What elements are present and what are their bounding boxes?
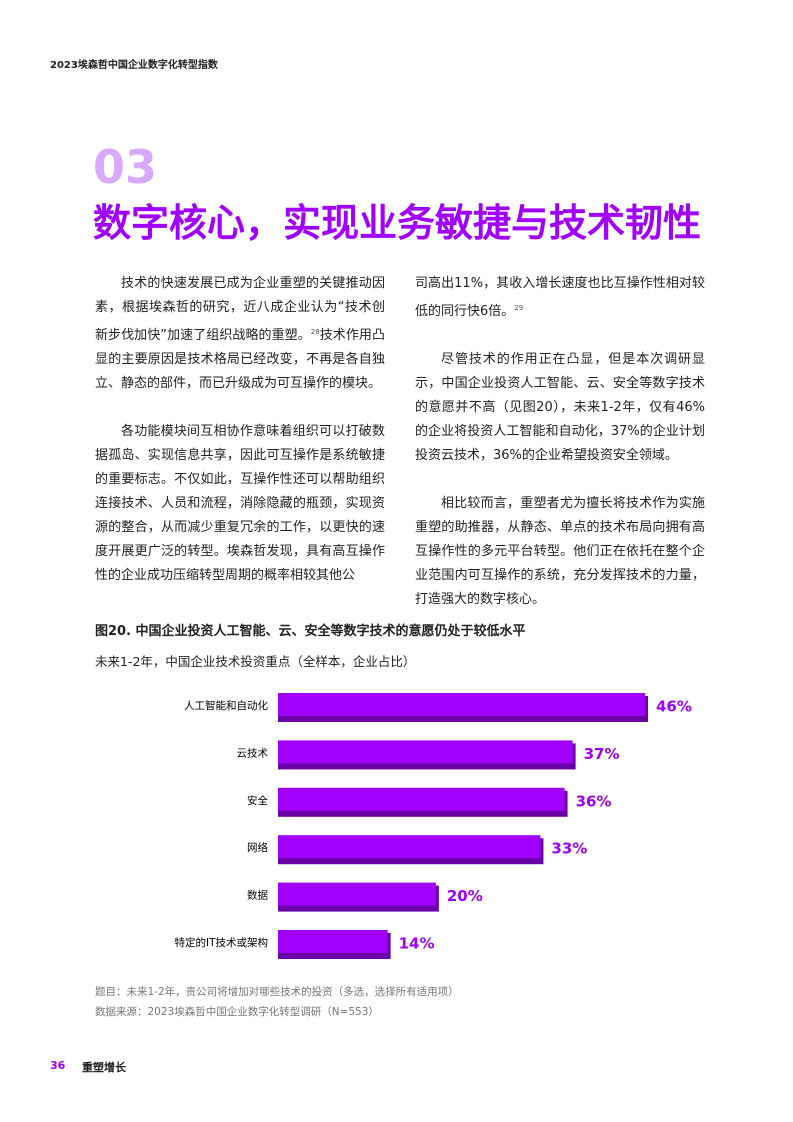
note: 题目：未来1-2年，贵公司将增加对哪些技术的投资（多选，选择所有适用项） bbox=[95, 986, 459, 998]
category-label: 云技术 bbox=[237, 746, 269, 759]
text: 技术作用凸显的主要原因是技术格局已经改变，不再是各自独立、静态的部件，而已升级成… bbox=[95, 328, 385, 391]
category-label: 人工智能和自动化 bbox=[184, 699, 268, 712]
text: 司高出11%，其收入增长速度也比互操作性相对较低的同行快6倍。 bbox=[415, 276, 705, 319]
header: 2023埃森哲中国企业数字化转型指数 bbox=[50, 60, 218, 71]
paragraph: 各功能模块间互相协作意味着组织可以打破数据孤岛、实现信息共享，因此可互操作是系统… bbox=[95, 420, 385, 588]
text: 技术的快速发展已成为企业重塑的关键推动因素，根据埃森哲的研究，近八成企业认为“技… bbox=[95, 276, 385, 343]
bar bbox=[278, 787, 565, 811]
category-label: 数据 bbox=[247, 889, 268, 902]
text: 各功能模块间互相协作意味着组织可以打破数据孤岛、实现信息共享，因此可互操作是系统… bbox=[95, 424, 385, 583]
bar bbox=[278, 740, 573, 764]
section-title: 数字核心，实现业务敏捷与技术韧性 bbox=[93, 201, 702, 245]
chart-subtitle: 未来1-2年，中国企业技术投资重点（全样本，企业占比） bbox=[95, 654, 416, 669]
bar bbox=[278, 693, 645, 716]
section-number: 03 bbox=[93, 140, 158, 194]
chart-notes: 题目：未来1-2年，贵公司将增加对哪些技术的投资（多选，选择所有适用项） 数据来源… bbox=[95, 982, 459, 1022]
category-label: 特定的IT技术或架构 bbox=[174, 936, 268, 949]
footnote-ref: 28 bbox=[310, 328, 320, 336]
value-label: 36% bbox=[576, 792, 612, 810]
chart: 人工智能和自动化 46% 云技术 37% 安全 36% 网络 33% 数据 20% 特定的IT技术或… bbox=[174, 693, 692, 959]
paragraph: 技术的快速发展已成为企业重塑的关键推动因素，根据埃森哲的研究，近八成企业认为“技… bbox=[95, 272, 385, 396]
paragraph: 司高出11%，其收入增长速度也比互操作性相对较低的同行快6倍。29 bbox=[415, 272, 705, 324]
value-label: 20% bbox=[447, 887, 483, 905]
bar bbox=[278, 835, 541, 859]
category-label: 网络 bbox=[247, 841, 268, 854]
category-label: 安全 bbox=[247, 794, 268, 807]
value-label: 37% bbox=[584, 745, 620, 763]
text-column: 司高出11%，其收入增长速度也比互操作性相对较低的同行快6倍。29 尽管技术的作用… bbox=[415, 272, 705, 636]
value-label: 33% bbox=[551, 840, 587, 858]
bar bbox=[278, 930, 388, 953]
footer-section: 重塑增长 bbox=[82, 1061, 126, 1074]
chart-title: 图20. 中国企业投资人工智能、云、安全等数字技术的意愿仍处于较低水平 bbox=[95, 624, 526, 639]
bar bbox=[278, 882, 436, 906]
footnote-ref: 29 bbox=[514, 304, 524, 312]
paragraph: 尽管技术的作用正在凸显，但是本次调研显示，中国企业投资人工智能、云、安全等数字技… bbox=[415, 348, 705, 468]
value-label: 46% bbox=[656, 698, 692, 716]
paragraph: 相比较而言，重塑者尤为擅长将技术作为实施重塑的助推器，从静态、单点的技术布局向拥… bbox=[415, 492, 705, 612]
note: 数据来源：2023埃森哲中国企业数字化转型调研（N=553） bbox=[95, 1006, 379, 1018]
text: 尽管技术的作用正在凸显，但是本次调研显示，中国企业投资人工智能、云、安全等数字技… bbox=[415, 352, 705, 463]
text-column: 技术的快速发展已成为企业重塑的关键推动因素，根据埃森哲的研究，近八成企业认为“技… bbox=[95, 272, 385, 612]
page-number: 36 bbox=[50, 1059, 66, 1072]
text: 相比较而言，重塑者尤为擅长将技术作为实施重塑的助推器，从静态、单点的技术布局向拥… bbox=[415, 496, 705, 607]
value-label: 14% bbox=[399, 935, 435, 953]
